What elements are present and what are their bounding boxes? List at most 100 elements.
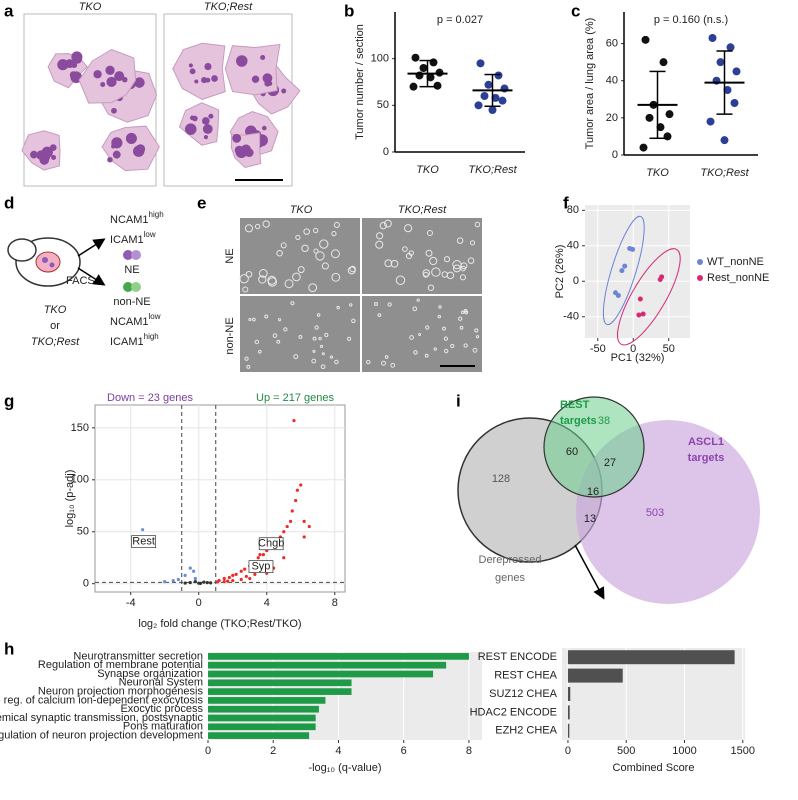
dot xyxy=(723,86,732,94)
cell xyxy=(425,249,433,257)
panel-label: f xyxy=(563,193,569,212)
point xyxy=(299,483,303,487)
tumor xyxy=(194,79,199,84)
x-axis-label: -log₁₀ (q-value) xyxy=(308,762,381,774)
tumor xyxy=(93,70,102,79)
dot xyxy=(409,82,418,91)
cell xyxy=(248,317,252,322)
cell xyxy=(408,250,414,256)
x-tick-label: 50 xyxy=(663,343,675,355)
cell xyxy=(280,242,287,249)
point xyxy=(615,292,621,298)
plot-background xyxy=(585,205,690,338)
bar xyxy=(208,705,319,713)
cell xyxy=(452,264,461,273)
point xyxy=(222,580,226,584)
dot xyxy=(665,110,674,119)
cell xyxy=(293,354,299,360)
point xyxy=(285,524,289,529)
cell xyxy=(308,283,318,293)
cell xyxy=(242,286,249,293)
histology-images: TKO TKO;Rest xyxy=(21,1,301,187)
shape xyxy=(131,250,141,260)
y-tick-label: 40 xyxy=(606,75,618,87)
image-label: TKO xyxy=(79,1,102,13)
set-label: ASCL1 xyxy=(688,436,724,448)
point xyxy=(659,274,665,280)
y-tick-label: Chemical synaptic transmission, postsyna… xyxy=(0,712,203,724)
cell xyxy=(257,349,262,354)
bar xyxy=(208,732,310,739)
tumor xyxy=(49,144,57,151)
cell xyxy=(312,349,316,353)
cell xyxy=(460,262,468,270)
cell xyxy=(264,314,269,319)
dot xyxy=(720,136,729,145)
y-tick-label: EZH2 CHEA xyxy=(495,725,557,737)
point xyxy=(183,581,187,585)
point xyxy=(253,572,257,576)
y-tick-label: 0 xyxy=(573,275,579,287)
cell xyxy=(379,221,388,230)
count: 16 xyxy=(587,486,599,498)
tumor xyxy=(211,75,218,82)
point xyxy=(239,577,243,582)
y-axis-label: log₁₀ (p-adj) xyxy=(64,470,76,528)
lung-lobe xyxy=(172,42,226,100)
tumor xyxy=(236,55,248,67)
cell xyxy=(376,232,384,240)
cell xyxy=(258,268,268,278)
cell xyxy=(336,305,340,310)
x-tick-label: 4 xyxy=(264,597,270,609)
dot xyxy=(639,143,648,152)
dot xyxy=(426,73,435,82)
cell xyxy=(297,266,305,274)
tumor xyxy=(30,150,38,159)
bar xyxy=(208,714,316,722)
genotype-label: TKO;Rest xyxy=(31,336,80,348)
cell xyxy=(475,335,480,339)
y-tick-label: Exocytic process xyxy=(120,703,203,715)
cell xyxy=(381,360,387,366)
cell xyxy=(395,275,406,285)
y-tick-label: Synapse organization xyxy=(97,668,203,680)
y-tick-label: 60 xyxy=(606,37,618,49)
dot xyxy=(433,81,442,90)
cell xyxy=(283,327,288,332)
y-tick-label: Pons maturation xyxy=(123,721,203,733)
point xyxy=(288,519,293,523)
cell xyxy=(331,230,337,237)
label-box xyxy=(248,560,274,573)
cell xyxy=(424,353,429,358)
dot xyxy=(429,58,438,67)
tumor xyxy=(184,123,197,135)
point xyxy=(295,488,299,492)
tumor xyxy=(134,77,145,88)
tumor xyxy=(264,80,271,87)
genotype-label: or xyxy=(50,320,60,332)
confidence-ellipse xyxy=(602,215,645,326)
tumor xyxy=(281,88,287,94)
marker-label: NCAM1low xyxy=(110,312,161,328)
x-axis-label: PC1 (32%) xyxy=(611,352,665,364)
cell xyxy=(315,251,325,261)
dot xyxy=(730,99,739,107)
point xyxy=(282,556,286,560)
cell xyxy=(377,313,382,317)
bar xyxy=(567,668,623,683)
dot xyxy=(656,123,665,132)
y-axis-label: Tumor area / lung area (%) xyxy=(584,18,596,150)
x-tick-label: 0 xyxy=(565,745,571,757)
shape xyxy=(7,238,37,262)
point xyxy=(176,577,180,582)
chart-title: p = 0.160 (n.s.) xyxy=(654,14,728,26)
point xyxy=(188,566,192,570)
shape xyxy=(77,267,106,286)
shape xyxy=(77,238,106,257)
point xyxy=(302,519,306,523)
point xyxy=(209,581,213,585)
y-tick-label: 80 xyxy=(567,204,579,216)
point xyxy=(292,418,296,423)
point xyxy=(290,509,294,513)
y-tick-label: Neurotransmitter secretion xyxy=(73,650,203,662)
